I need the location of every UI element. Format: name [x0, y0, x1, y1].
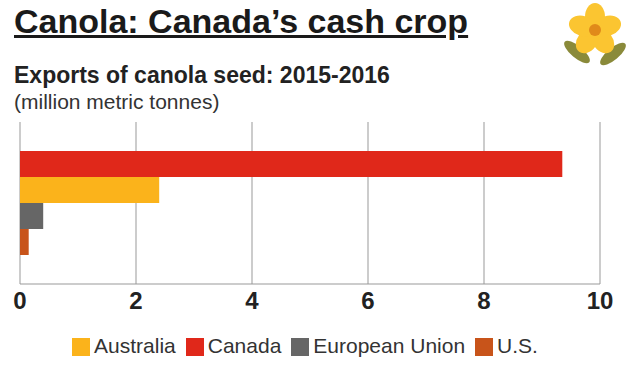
html-text:U.S.: U.S.	[497, 334, 538, 357]
svg-text:8: 8	[477, 287, 490, 314]
html-text:Canola: Canada’s cash crop: Canola: Canada’s cash crop	[14, 2, 469, 40]
svg-text:4: 4	[245, 287, 259, 314]
html-text:European Union: European Union	[313, 334, 466, 357]
svg-text:2: 2	[129, 287, 142, 314]
html-text:Australia: Australia	[94, 334, 176, 357]
svg-text:0: 0	[13, 287, 26, 314]
svg-text:6: 6	[361, 287, 374, 314]
svg-text:10: 10	[587, 287, 614, 314]
html-text:Canada: Canada	[207, 334, 282, 357]
html-text:(million metric tonnes): (million metric tonnes)	[14, 90, 220, 113]
html-text:Exports of canola seed: 2015-2: Exports of canola seed: 2015-2016	[14, 62, 390, 88]
